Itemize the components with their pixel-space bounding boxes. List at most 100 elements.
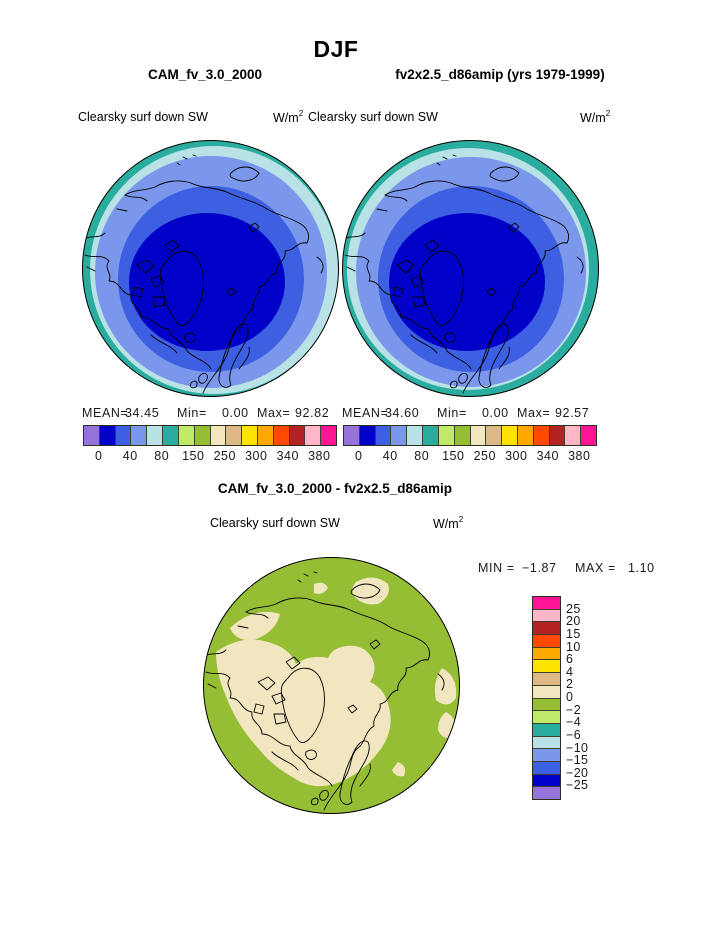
positive-diff-region (314, 582, 328, 594)
coastline-novaya-zemlya (489, 166, 520, 182)
colorbar-cell (423, 426, 439, 445)
coastline-severnaya-zemlya (248, 222, 260, 233)
colorbar-cell (163, 426, 179, 445)
coastline-islets (297, 571, 318, 583)
colorbar-tick-label: −2 (566, 702, 582, 717)
colorbar-tick-label: −4 (566, 715, 582, 730)
colorbar-tick-label: −10 (566, 740, 589, 755)
coastline-iceland (305, 749, 317, 760)
colorbar-tick-label: 6 (566, 652, 574, 667)
colorbar-cell (581, 426, 596, 445)
colorbar-cell (305, 426, 322, 445)
right-units-text: W/m (580, 111, 606, 126)
max-value: 92.82 (295, 406, 330, 420)
colorbar-tick-label: −6 (566, 727, 582, 742)
coastline-hudson (410, 334, 438, 354)
positive-diff-region (434, 668, 457, 705)
colorbar-cell (115, 426, 132, 445)
colorbar-tick-label: −15 (566, 753, 589, 768)
coastline-severnaya-zemlya (369, 639, 381, 650)
colorbar-tick-label: 150 (442, 449, 465, 463)
colorbar-cell (470, 426, 487, 445)
colorbar-tick-label: 300 (245, 449, 268, 463)
coastline-chukotka (376, 194, 408, 212)
colorbar-cell (533, 673, 560, 686)
diff-stats-row: MIN = −1.87 MAX = 1.10 (478, 561, 658, 576)
mean-value: 34.45 (125, 406, 160, 420)
positive-diff-region (392, 762, 406, 777)
positive-diff-region (230, 611, 280, 641)
right-field-label: Clearsky surf down SW (308, 110, 438, 124)
diff-units-label: W/m2 (433, 515, 464, 531)
left-units-label: W/m2 (273, 109, 304, 126)
diff-colorbar (532, 596, 561, 800)
colorbar-cell (533, 749, 560, 762)
colorbar-cell (533, 660, 560, 674)
left-units-text: W/m (273, 111, 299, 126)
right-units-exponent: 2 (605, 109, 611, 118)
coastline-eurasia (384, 180, 570, 394)
coastline-britain (310, 789, 329, 806)
colorbar-tick-label: 40 (382, 449, 398, 463)
colorbar-cell (565, 426, 582, 445)
min-label: Min= (437, 406, 467, 420)
coastline-eurasia (124, 180, 310, 394)
diff-units-exponent: 2 (458, 515, 464, 524)
map-outline (342, 140, 599, 397)
diff-field-label: Clearsky surf down SW (210, 516, 340, 530)
colorbar-tick-label: 4 (566, 664, 574, 679)
colorbar-cell (533, 698, 560, 712)
mean-label: MEAN= (342, 406, 389, 420)
coastline-river (437, 673, 445, 691)
map-outline (82, 140, 339, 397)
max-value: 92.57 (555, 406, 590, 420)
max-label: MAX = (575, 561, 616, 575)
min-value: 0.00 (482, 406, 509, 420)
colorbar-tick-label: 380 (308, 449, 331, 463)
coastline-novaya-zemlya (229, 166, 260, 182)
colorbar-cell (242, 426, 258, 445)
coastline-canadian-islands (392, 239, 440, 308)
coastline-severnaya-zemlya (508, 222, 520, 233)
right-units-label: W/m2 (580, 109, 611, 126)
min-label: MIN = (478, 561, 515, 575)
left-units-exponent: 2 (298, 109, 304, 118)
coastline-baltic (359, 763, 371, 787)
coastline-svalbard (226, 287, 237, 297)
colorbar-cell (375, 426, 392, 445)
coastline-svalbard (486, 287, 497, 297)
colorbar-cell (549, 426, 566, 445)
colorbar-tick-label: 380 (568, 449, 591, 463)
colorbar-cell (257, 426, 274, 445)
colorbar-tick-label: 80 (414, 449, 430, 463)
colorbar-cell (226, 426, 243, 445)
map-right-polar (342, 140, 599, 397)
colorbar-cell (178, 426, 195, 445)
season-title: DJF (313, 36, 359, 62)
coastline-north-america (205, 671, 333, 787)
colorbar-cell (194, 426, 211, 445)
colorbar-tick-label: 340 (536, 449, 559, 463)
coastline-river (316, 256, 324, 274)
colorbar-tick-label: −20 (566, 765, 589, 780)
coastline-eurasia (245, 597, 431, 811)
left-field-label: Clearsky surf down SW (78, 110, 208, 124)
max-label: Max= (257, 406, 291, 420)
coastline-north-america (84, 254, 212, 370)
coastline-chukotka (116, 194, 148, 212)
colorbar-cell (289, 426, 306, 445)
coastline-baltic (498, 346, 510, 370)
left-stats-row: MEAN= 34.45 Min= 0.00 Max= 92.82 (82, 406, 335, 421)
colorbar-cell (533, 761, 560, 775)
colorbar-cell (533, 622, 560, 636)
mean-label: MEAN= (82, 406, 129, 420)
min-label: Min= (177, 406, 207, 420)
colorbar-tick-label: 250 (473, 449, 496, 463)
colorbar-tick-label: 300 (505, 449, 528, 463)
left-colorbar-ticks: 0 40 80 150 250 300 340 380 (83, 449, 335, 463)
mean-value: 34.60 (385, 406, 420, 420)
coastline-chukotka (237, 611, 269, 629)
left-colorbar (83, 425, 337, 446)
colorbar-tick-label: 340 (276, 449, 299, 463)
